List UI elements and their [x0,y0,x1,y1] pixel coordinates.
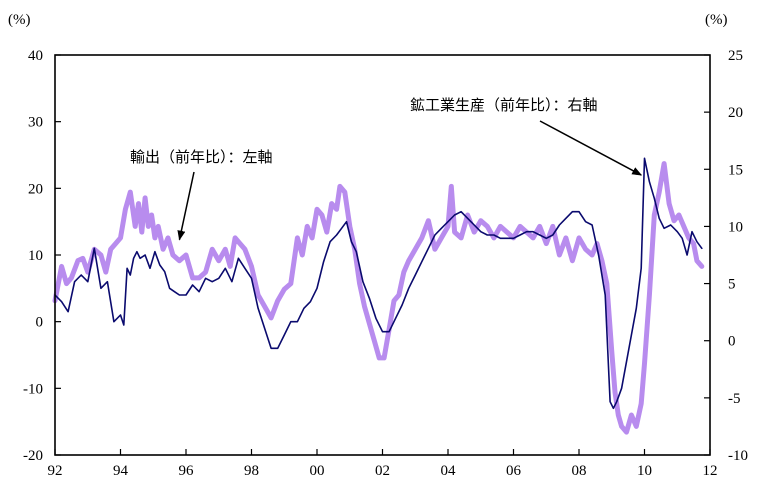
y-right-tick-label: 20 [728,105,743,121]
x-tick-label: 06 [506,463,522,479]
x-tick-label: 94 [113,463,129,479]
annotation-exports-label: 輸出（前年比）：左軸 [130,148,273,166]
annotation-exports-arrow [177,171,195,241]
y-left-tick-label: -20 [23,448,43,464]
x-tick-label: 98 [244,463,259,479]
annotation-exports: 輸出（前年比）：左軸 [130,148,273,241]
series-production-line [52,161,705,435]
y-right-tick-label: 10 [728,219,743,235]
x-tick-label: 08 [572,463,587,479]
x-tick-label: 96 [179,463,195,479]
x-tick-label: 00 [310,463,325,479]
y-right-tick-label: -5 [728,391,741,407]
series-exports-line [54,157,703,410]
y-left-tick-label: 40 [28,48,43,64]
x-tick-label: 12 [703,463,718,479]
left-axis-unit: (%) [8,12,31,28]
series-layer [52,157,705,435]
annotation-production-arrow [539,120,643,176]
x-tick-label: 04 [441,463,457,479]
y-left-tick-label: 20 [28,181,43,197]
x-tick-label: 10 [637,463,652,479]
x-tick-label: 02 [375,463,390,479]
y-left-tick-label: 30 [28,115,43,131]
right-axis-unit: (%) [705,12,728,28]
y-right-tick-label: 5 [728,277,736,293]
annotation-production: 鉱工業生産（前年比）：右軸 [410,96,643,176]
x-tick-label: 92 [48,463,63,479]
ticks-layer: 92 94 96 98 00 02 04 06 08 10 12 40 30 20 10 0 -10 -20 25 2… [23,48,748,479]
y-left-tick-label: -10 [23,381,43,397]
y-right-tick-label: 0 [728,334,736,350]
y-right-tick-label: 15 [728,162,743,178]
y-right-tick-label: -10 [728,448,748,464]
annotation-production-label: 鉱工業生産（前年比）：右軸 [410,96,598,114]
y-left-tick-label: 0 [36,315,44,331]
y-left-tick-label: 10 [28,248,43,264]
y-right-tick-label: 25 [728,48,743,64]
